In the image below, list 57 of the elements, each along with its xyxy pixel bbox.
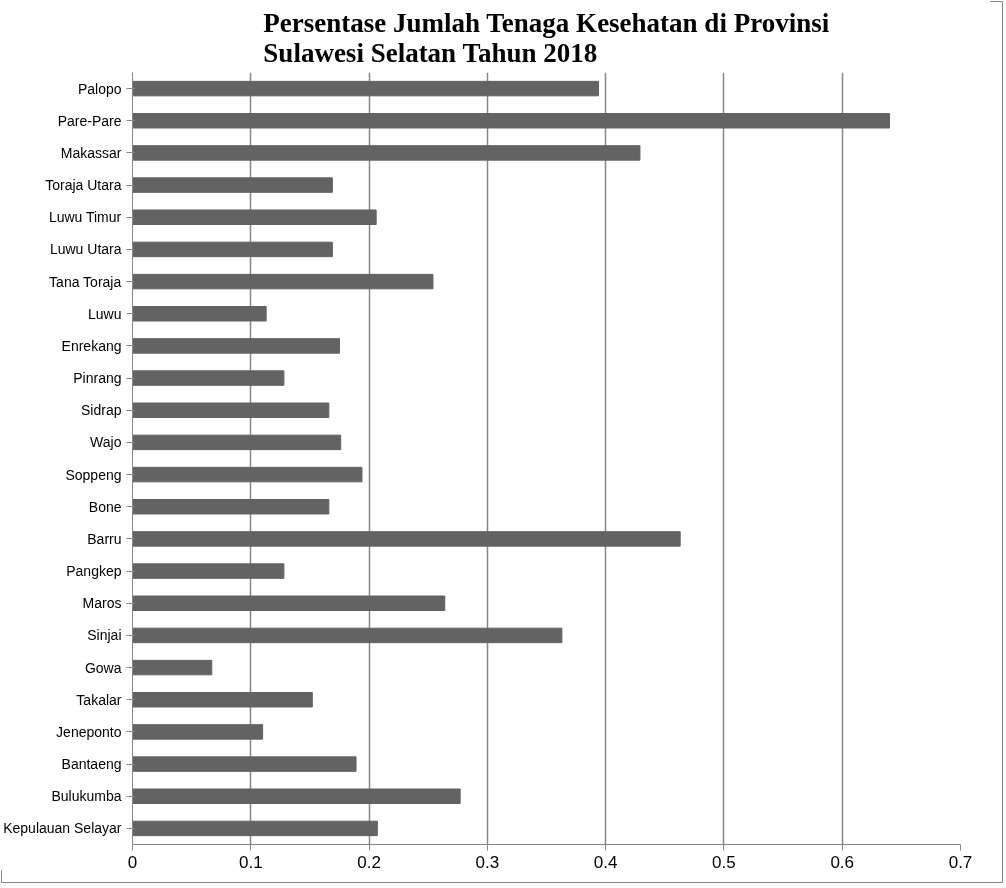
x-tick-label: 0.1	[238, 852, 263, 872]
y-tick-label: Luwu Utara	[49, 241, 122, 258]
y-tick-label: Bone	[88, 498, 122, 515]
y-tick-label: Luwu	[88, 305, 122, 322]
bar	[132, 627, 563, 644]
bar	[132, 306, 267, 322]
bar	[132, 692, 313, 708]
bar	[132, 273, 434, 290]
x-tick-label: 0.7	[948, 852, 973, 872]
y-tick-label: Palopo	[77, 80, 122, 97]
y-tick-label: Tana Toraja	[49, 273, 122, 290]
bar	[132, 820, 378, 837]
y-tick-label: Pinrang	[73, 370, 122, 387]
bar	[132, 177, 333, 193]
y-tick-label: Sinjai	[87, 627, 122, 644]
bar	[132, 338, 340, 354]
y-tick-label: Makassar	[60, 144, 122, 161]
y-tick-label: Sidrap	[81, 402, 122, 419]
bar	[132, 241, 333, 258]
x-tick-label: 0.2	[357, 852, 381, 872]
bar	[132, 145, 641, 161]
bar	[132, 531, 681, 547]
y-tick-label: Jeneponto	[56, 723, 122, 740]
bar	[132, 466, 363, 483]
y-tick-label: Bulukumba	[51, 788, 122, 805]
bar	[132, 370, 285, 386]
bar	[132, 756, 357, 772]
bar	[132, 659, 213, 676]
y-tick-label: Wajo	[90, 434, 122, 451]
x-tick-label: 0.5	[712, 852, 736, 872]
bar	[132, 595, 446, 611]
y-tick-label: Soppeng	[65, 466, 122, 483]
y-tick-label: Takalar	[76, 691, 122, 708]
y-tick-label: Kepulauan Selayar	[3, 820, 122, 837]
bar	[132, 80, 600, 97]
y-tick-label: Gowa	[84, 659, 122, 676]
bar	[132, 788, 461, 804]
bar	[132, 499, 330, 515]
chart-title: Persentase Jumlah Tenaga Kesehatan di Provinsi Sulawesi Selatan Tahun 2018	[263, 7, 830, 68]
x-tick-label: 0	[127, 852, 138, 872]
y-tick-label: Enrekang	[61, 337, 122, 354]
y-tick-label: Barru	[87, 530, 122, 547]
bar	[132, 113, 891, 129]
bar	[132, 209, 377, 225]
y-tick-label: Bantaeng	[61, 756, 122, 773]
bar	[132, 434, 342, 451]
bar	[132, 563, 285, 579]
bar	[132, 402, 330, 418]
y-tick-label: Pare-Pare	[57, 112, 122, 129]
y-tick-label: Luwu Timur	[48, 209, 122, 226]
bar	[132, 724, 264, 740]
y-tick-label: Toraja Utara	[45, 177, 122, 194]
y-tick-label: Maros	[82, 595, 122, 612]
y-tick-label: Pangkep	[66, 563, 122, 580]
x-tick-label: 0.3	[475, 852, 500, 872]
x-tick-label: 0.6	[830, 852, 855, 872]
x-tick-label: 0.4	[593, 852, 618, 872]
